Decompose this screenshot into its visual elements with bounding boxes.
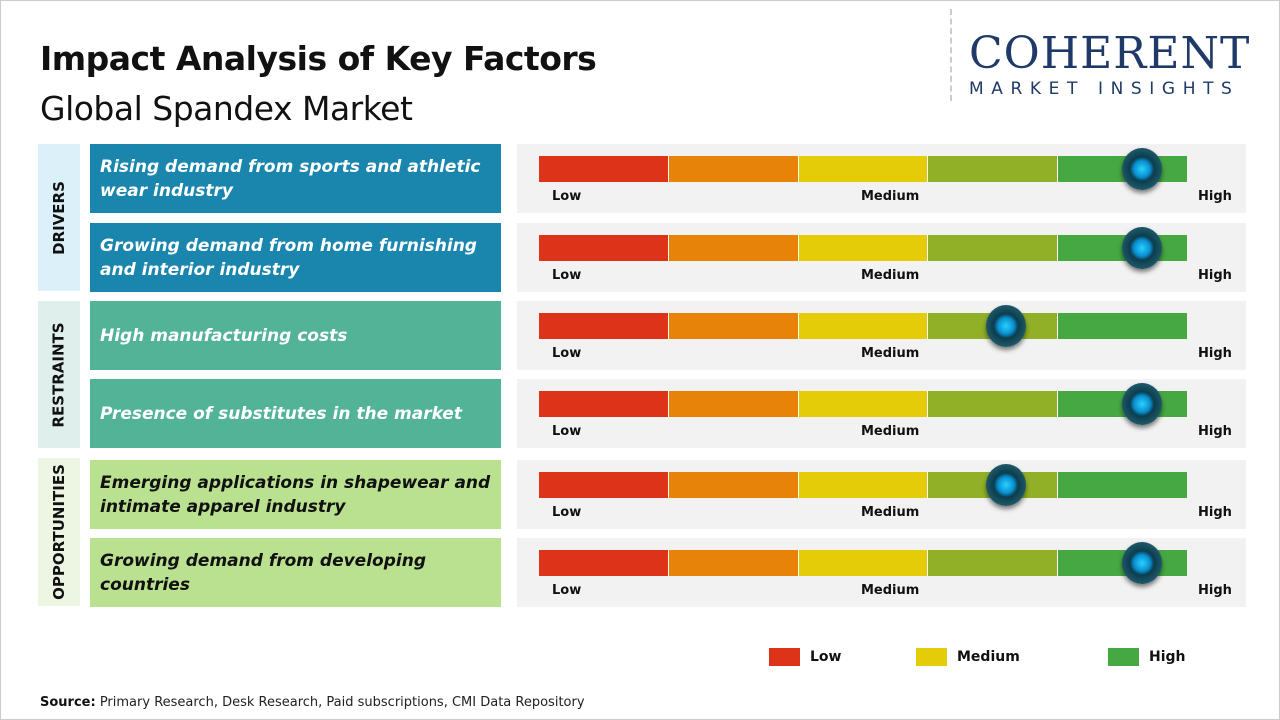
impact-indicator-knob xyxy=(985,305,1026,347)
gauge-segment xyxy=(928,156,1059,182)
gauge-segment xyxy=(539,391,669,417)
source-note: Source: Primary Research, Desk Research,… xyxy=(40,695,585,710)
impact-gauge: Low Medium High xyxy=(517,379,1246,448)
scale-label-low: Low xyxy=(552,268,582,283)
category-label: OPPORTUNITIES xyxy=(50,464,68,600)
gauge-segment xyxy=(539,156,669,182)
factor-label: Emerging applications in shapewear and i… xyxy=(100,472,491,517)
gauge-segment xyxy=(668,313,799,339)
factor-row: Presence of substitutes in the market xyxy=(90,379,501,448)
scale-label-low: Low xyxy=(552,189,582,204)
category-label: DRIVERS xyxy=(50,180,69,255)
impact-gauge: Low Medium High xyxy=(517,538,1246,607)
impact-gauge: Low Medium High xyxy=(517,223,1246,292)
gauge-segment xyxy=(798,313,929,339)
category-drivers: DRIVERS xyxy=(38,144,80,291)
company-logo: COHERENT MARKET INSIGHTS xyxy=(969,28,1264,100)
gauge-bar xyxy=(539,313,1187,339)
impact-indicator-knob xyxy=(1121,542,1162,584)
scale-label-low: Low xyxy=(552,424,582,439)
category-label: RESTRAINTS xyxy=(50,321,69,428)
legend-swatch-medium xyxy=(916,648,947,666)
gauge-segment xyxy=(668,472,799,498)
factor-label: Presence of substitutes in the market xyxy=(100,403,462,424)
legend-swatch-low xyxy=(769,648,800,666)
gauge-bar xyxy=(539,472,1187,498)
gauge-segment xyxy=(798,472,929,498)
gauge-segment xyxy=(928,235,1059,261)
scale-label-high: High xyxy=(1198,583,1232,598)
logo-sub-text: MARKET INSIGHTS xyxy=(969,79,1240,99)
factor-row: Growing demand from developing countries xyxy=(90,538,501,607)
legend-item-medium: Medium xyxy=(916,648,1020,666)
scale-label-high: High xyxy=(1198,505,1232,520)
factor-label: Growing demand from developing countries xyxy=(100,550,426,595)
divider xyxy=(950,9,952,101)
scale-label-medium: Medium xyxy=(861,268,920,283)
gauge-segment xyxy=(798,550,929,576)
impact-indicator-knob xyxy=(1121,383,1162,425)
page-title: Impact Analysis of Key Factors xyxy=(40,39,597,78)
gauge-bar xyxy=(539,550,1187,576)
factor-row: Growing demand from home furnishing and … xyxy=(90,223,501,292)
impact-indicator-knob xyxy=(1121,227,1162,269)
gauge-segment xyxy=(1058,313,1187,339)
gauge-segment xyxy=(668,391,799,417)
scale-label-high: High xyxy=(1198,424,1232,439)
category-opportunities: OPPORTUNITIES xyxy=(38,458,80,606)
gauge-segment xyxy=(668,550,799,576)
scale-label-medium: Medium xyxy=(861,346,920,361)
gauge-segment xyxy=(798,391,929,417)
legend-item-low: Low xyxy=(769,648,841,666)
impact-indicator-knob xyxy=(985,464,1026,506)
gauge-segment xyxy=(539,472,669,498)
legend-label: Medium xyxy=(957,649,1020,665)
gauge-segment xyxy=(668,235,799,261)
gauge-segment xyxy=(668,156,799,182)
scale-label-high: High xyxy=(1198,189,1232,204)
legend-item-high: High xyxy=(1108,648,1186,666)
scale-label-medium: Medium xyxy=(861,189,920,204)
page-subtitle: Global Spandex Market xyxy=(40,89,413,128)
factor-label: High manufacturing costs xyxy=(100,325,348,346)
scale-label-medium: Medium xyxy=(861,505,920,520)
scale-label-low: Low xyxy=(552,583,582,598)
gauge-segment xyxy=(798,156,929,182)
gauge-bar xyxy=(539,391,1187,417)
gauge-bar xyxy=(539,235,1187,261)
gauge-segment xyxy=(539,313,669,339)
factor-label: Growing demand from home furnishing and … xyxy=(100,235,477,280)
gauge-bar xyxy=(539,156,1187,182)
gauge-segment xyxy=(798,235,929,261)
scale-label-medium: Medium xyxy=(861,424,920,439)
gauge-segment xyxy=(539,235,669,261)
factor-row: High manufacturing costs xyxy=(90,301,501,370)
gauge-segment xyxy=(928,391,1059,417)
factor-label: Rising demand from sports and athletic w… xyxy=(100,156,481,201)
legend-label: High xyxy=(1149,649,1186,665)
scale-label-high: High xyxy=(1198,268,1232,283)
factor-row: Rising demand from sports and athletic w… xyxy=(90,144,501,213)
source-text: Primary Research, Desk Research, Paid su… xyxy=(95,695,585,710)
category-restraints: RESTRAINTS xyxy=(38,301,80,448)
scale-label-low: Low xyxy=(552,505,582,520)
logo-main-text: COHERENT xyxy=(969,28,1251,79)
impact-gauge: Low Medium High xyxy=(517,301,1246,370)
scale-label-high: High xyxy=(1198,346,1232,361)
gauge-segment xyxy=(1058,472,1187,498)
gauge-segment xyxy=(928,550,1059,576)
legend-swatch-high xyxy=(1108,648,1139,666)
impact-gauge: Low Medium High xyxy=(517,460,1246,529)
gauge-segment xyxy=(539,550,669,576)
source-prefix: Source: xyxy=(40,695,96,710)
impact-indicator-knob xyxy=(1121,148,1162,190)
scale-label-medium: Medium xyxy=(861,583,920,598)
legend-label: Low xyxy=(810,649,842,665)
impact-gauge: Low Medium High xyxy=(517,144,1246,213)
scale-label-low: Low xyxy=(552,346,582,361)
factor-row: Emerging applications in shapewear and i… xyxy=(90,460,501,529)
